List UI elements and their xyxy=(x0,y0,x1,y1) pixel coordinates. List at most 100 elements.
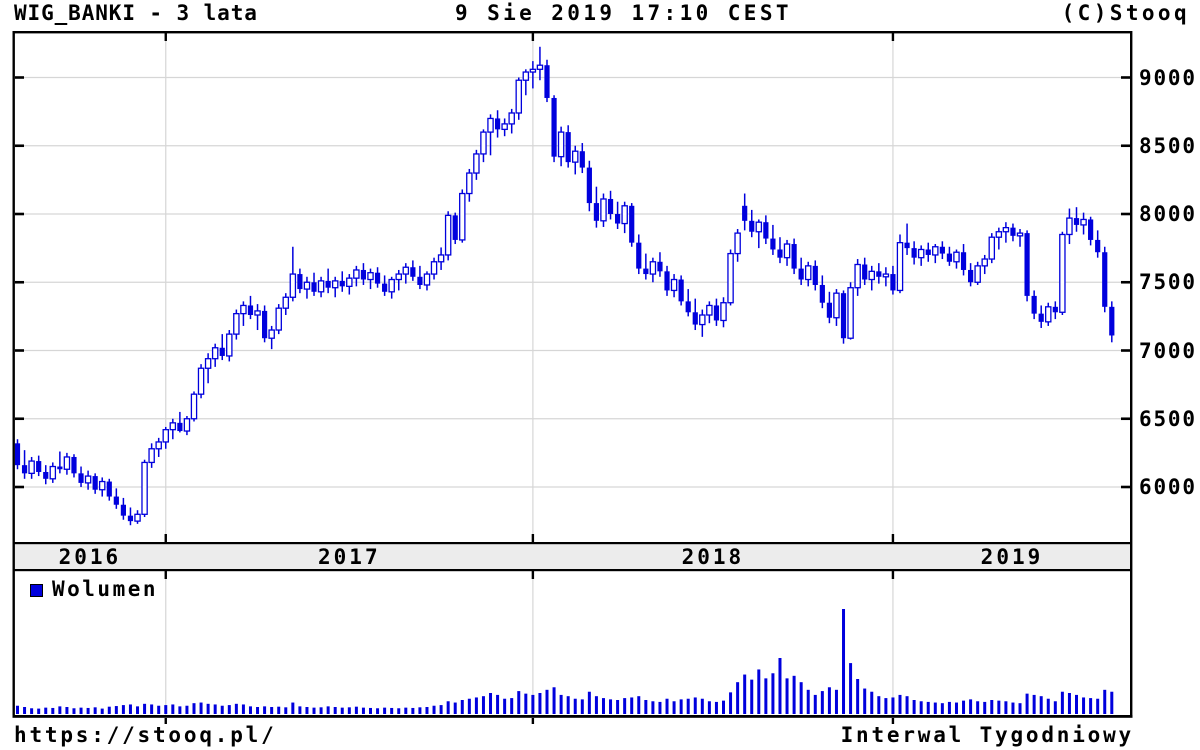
candle-body xyxy=(544,65,550,98)
volume-bar xyxy=(601,698,605,714)
candle-body xyxy=(311,282,317,292)
candle-body xyxy=(494,118,501,130)
candle-body xyxy=(141,461,148,515)
volume-bar xyxy=(227,705,231,714)
y-axis-tick xyxy=(15,280,24,284)
candle-body xyxy=(360,269,367,280)
volume-bar xyxy=(651,701,655,714)
candle-body xyxy=(755,221,763,233)
candle-body xyxy=(770,238,776,250)
candle-body xyxy=(607,198,614,214)
volume-bar xyxy=(284,707,288,714)
candle-body xyxy=(515,79,523,114)
volume-bar xyxy=(700,698,704,714)
volume-bar xyxy=(1067,693,1071,714)
volume-bar xyxy=(820,691,824,714)
volume-bar xyxy=(778,658,782,714)
volume-bar xyxy=(849,663,853,714)
candle-body xyxy=(1059,233,1066,313)
candle-body xyxy=(148,448,155,464)
volume-bar xyxy=(1025,693,1029,714)
candle-body xyxy=(826,302,832,318)
volume-bar xyxy=(757,669,761,714)
candle-body xyxy=(226,333,233,357)
candle-body xyxy=(812,265,818,285)
candle-body xyxy=(473,153,480,174)
y-axis-tick xyxy=(15,349,24,352)
candle-body xyxy=(417,276,423,285)
candle-body xyxy=(798,268,804,280)
candle-body xyxy=(317,280,325,293)
volume-bar xyxy=(962,700,966,714)
volume-bar xyxy=(383,707,387,714)
volume-bar xyxy=(1004,701,1008,714)
candle-body xyxy=(162,429,170,443)
volume-bar xyxy=(86,707,90,714)
volume-bar xyxy=(213,704,217,714)
candle-body xyxy=(459,192,466,241)
candle-body xyxy=(565,132,571,163)
volume-bar xyxy=(496,694,500,714)
volume-bar xyxy=(347,707,351,714)
y-axis-label: 6500 xyxy=(1139,406,1197,431)
candle-body xyxy=(204,358,212,369)
volume-bar xyxy=(616,700,620,714)
volume-bar xyxy=(1089,698,1093,714)
footer-interval-label: Interwal Tygodniowy xyxy=(840,723,1134,747)
candle-body xyxy=(382,283,388,292)
volume-bar xyxy=(270,707,274,714)
candle-body xyxy=(466,172,473,195)
candle-body xyxy=(1088,219,1094,240)
volume-bar xyxy=(686,698,690,714)
volume-bar xyxy=(319,707,323,714)
candle-body xyxy=(981,258,988,267)
x-axis-year-label: 2016 xyxy=(58,545,122,569)
candle-body xyxy=(21,465,28,474)
volume-legend-label: Wolumen xyxy=(52,577,159,601)
volume-bar xyxy=(693,697,697,714)
volume-bar xyxy=(1075,694,1078,714)
year-tick xyxy=(531,718,535,724)
candle-body xyxy=(917,248,925,259)
candle-body xyxy=(508,112,515,125)
volume-bar xyxy=(220,705,224,714)
volume-bar xyxy=(722,700,725,714)
candle-body xyxy=(896,242,904,292)
candle-body xyxy=(868,270,876,281)
candle-body xyxy=(36,461,42,472)
volume-bar xyxy=(524,693,528,714)
volume-bar xyxy=(736,682,740,714)
volume-bar xyxy=(714,701,718,714)
candle-body xyxy=(84,475,92,484)
volume-bar xyxy=(870,691,874,714)
candle-body xyxy=(643,268,649,275)
volume-bar xyxy=(1060,691,1064,714)
candle-body xyxy=(169,422,177,431)
candle-body xyxy=(262,310,268,339)
volume-bar xyxy=(481,696,485,714)
volume-bar xyxy=(552,687,556,714)
volume-bar xyxy=(877,696,881,714)
candle-body xyxy=(247,305,254,316)
candle-body xyxy=(706,304,713,316)
candle-body xyxy=(78,473,84,483)
candle-body xyxy=(331,280,339,289)
volume-bar xyxy=(369,707,372,714)
volume-bar xyxy=(1018,703,1022,714)
volume-bar xyxy=(566,696,570,714)
volume-bar xyxy=(432,705,436,714)
candle-body xyxy=(487,117,494,133)
volume-bar xyxy=(813,694,817,714)
volume-bar xyxy=(729,692,733,714)
volume-bar xyxy=(460,700,464,714)
candle-body xyxy=(452,215,458,240)
copyright-label: (C)Stooq xyxy=(1061,1,1190,25)
y-axis-tick xyxy=(1121,349,1130,352)
volume-bar xyxy=(665,698,669,714)
y-axis-tick xyxy=(15,76,24,79)
candle-body xyxy=(1010,227,1016,236)
y-axis-tick xyxy=(1121,212,1130,216)
volume-bar xyxy=(114,706,118,714)
year-band xyxy=(14,544,1131,569)
